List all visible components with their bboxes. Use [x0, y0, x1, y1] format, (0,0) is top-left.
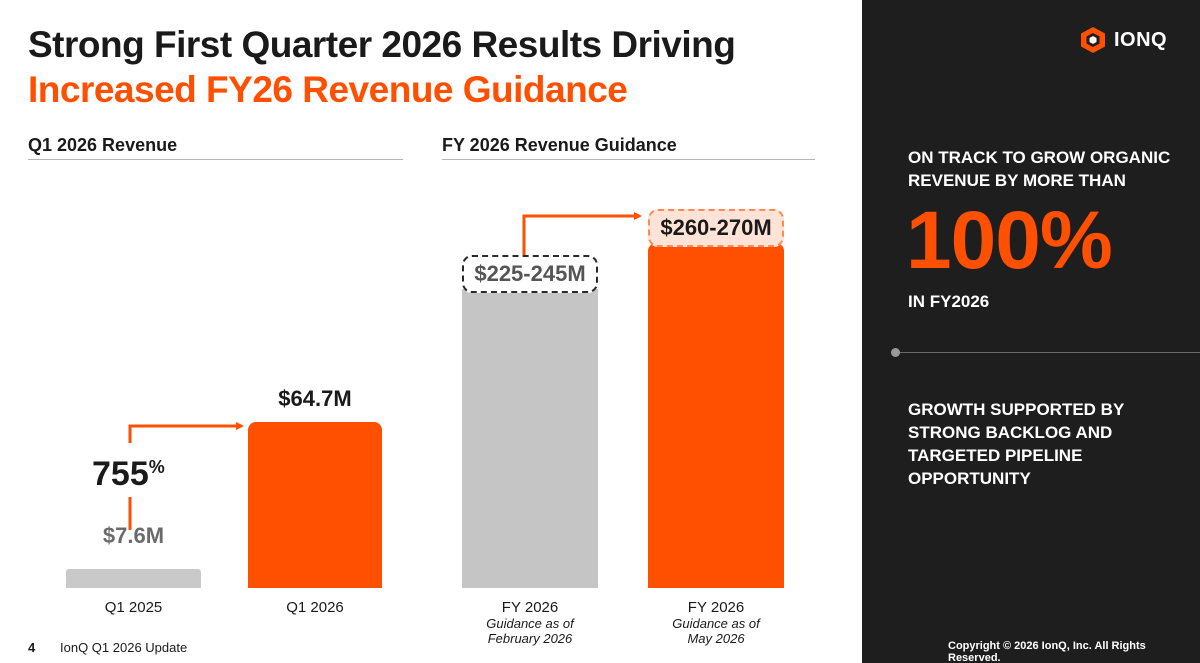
category-fy-may-sub2: May 2026 — [687, 631, 745, 646]
panel-line-2: REVENUE BY MORE THAN — [908, 171, 1126, 190]
deck-title: IonQ Q1 2026 Update — [60, 640, 188, 655]
bar-fy-guidance-feb — [462, 289, 598, 588]
range-label-fy-may: $260-270M — [648, 209, 784, 247]
title-line-1: Strong First Quarter 2026 Results Drivin… — [28, 24, 736, 65]
arrow-q1-growth-top — [128, 422, 244, 443]
bar-fy-guidance-may — [648, 243, 784, 588]
panel-line-3: IN FY2026 — [908, 292, 990, 311]
category-fy-feb-sub2: February 2026 — [487, 631, 573, 646]
category-q1-2025: Q1 2025 — [104, 599, 163, 616]
category-fy-feb-sub1: Guidance as of — [486, 616, 574, 631]
panel-support-1: GROWTH SUPPORTED BY — [908, 400, 1125, 419]
slide-title: Strong First Quarter 2026 Results Drivin… — [28, 22, 736, 112]
panel-support-2: STRONG BACKLOG AND — [908, 423, 1113, 442]
category-q1-2026: Q1 2026 — [286, 599, 344, 616]
growth-suffix: % — [148, 457, 165, 477]
fy-chart-title: FY 2026 Revenue Guidance — [442, 135, 677, 155]
arrow-guidance-raise — [522, 212, 642, 255]
fy-chart-rule — [442, 159, 815, 160]
logo-text: IONQ — [1114, 28, 1168, 51]
title-line-2: Increased FY26 Revenue Guidance — [28, 69, 628, 110]
panel-line-1: ON TRACK TO GROW ORGANIC — [908, 148, 1171, 167]
page-number: 4 — [28, 640, 36, 655]
bar-q1-2026 — [248, 422, 382, 588]
q1-chart-title: Q1 2026 Revenue — [28, 135, 178, 155]
copyright: Copyright © 2026 IonQ, Inc. All Rights R… — [948, 640, 1146, 663]
panel-support-3: TARGETED PIPELINE — [908, 446, 1083, 465]
category-fy-feb: FY 2026 Guidance as of February 2026 — [462, 599, 598, 646]
category-fy-may: FY 2026 Guidance as of May 2026 — [648, 599, 784, 646]
panel-big-number: 100% — [906, 195, 1113, 286]
growth-percent-label: 755% — [92, 455, 165, 494]
panel-divider-dot — [891, 348, 900, 357]
panel-support-4: OPPORTUNITY — [908, 469, 1031, 488]
ionq-logo: IONQ — [1080, 26, 1167, 54]
bar-q1-2025 — [66, 568, 201, 588]
category-fy-feb-label: FY 2026 — [501, 599, 559, 616]
category-fy-may-label: FY 2026 — [687, 599, 745, 616]
ionq-hexagon-icon — [1081, 27, 1105, 53]
growth-value: 755 — [92, 455, 149, 493]
q1-chart-rule — [28, 159, 403, 160]
range-label-fy-feb: $225-245M — [462, 255, 598, 294]
panel-headline: ON TRACK TO GROW ORGANIC REVENUE BY MORE… — [908, 146, 1170, 192]
value-label-q1-2025: $7.6M — [102, 522, 165, 548]
highlight-panel — [862, 0, 1200, 663]
panel-support-text: GROWTH SUPPORTED BY STRONG BACKLOG AND T… — [908, 398, 1124, 490]
category-fy-may-sub1: Guidance as of — [672, 616, 760, 631]
value-label-q1-2026: $64.7M — [278, 386, 352, 411]
panel-divider — [896, 352, 1200, 353]
